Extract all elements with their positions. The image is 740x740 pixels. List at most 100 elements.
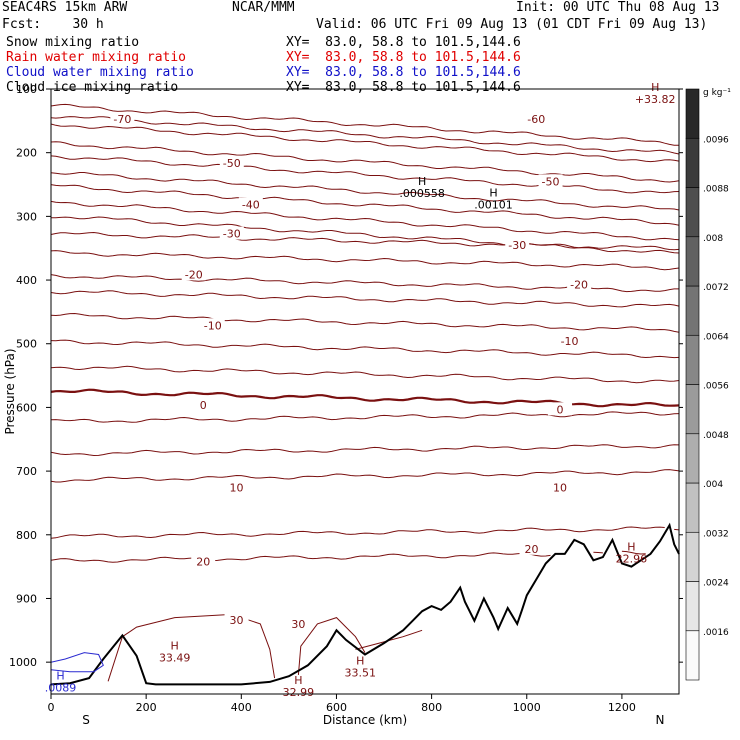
- extremum-high-marker: H: [418, 175, 426, 188]
- x-tick-label: 1200: [608, 701, 636, 714]
- colorbar-tick-label: .0072: [703, 283, 729, 293]
- isotherm-line: [355, 629, 423, 650]
- colorbar-tick-label: .0064: [703, 332, 729, 342]
- contour-label: -40: [242, 198, 260, 211]
- isotherm-line: [50, 141, 680, 183]
- colorbar-bin: [685, 137, 700, 188]
- field-rain-xy: XY= 83.0, 58.8 to 101.5,144.6: [286, 50, 521, 65]
- isotherm-line: [50, 526, 680, 539]
- contour-label-bg: [238, 197, 263, 211]
- contour-label: -50: [223, 157, 241, 170]
- colorbar-bin: [685, 187, 700, 238]
- extremum-value: .0089: [45, 681, 77, 694]
- isotherm-line: [50, 469, 680, 483]
- field-cloudwater-name: Cloud water mixing ratio: [6, 65, 194, 80]
- extremum-value: 33.51: [344, 667, 376, 680]
- contour-label-bg: [191, 397, 216, 411]
- terrain-profile: [50, 522, 680, 686]
- contour-label: -20: [570, 279, 588, 292]
- y-tick-label: 300: [16, 210, 37, 223]
- isotherm-line: [50, 312, 680, 333]
- isotherm-line: [50, 550, 646, 563]
- colorbar-bin: [685, 433, 700, 484]
- temperature-contours: [50, 103, 680, 682]
- isotherm-line: [50, 339, 680, 359]
- contour-label-bg: [519, 541, 544, 555]
- y-tick-label: 600: [16, 401, 37, 414]
- contour-label-bg: [181, 267, 206, 281]
- colorbar-bin: [685, 482, 700, 533]
- contour-label-bg: [567, 277, 592, 291]
- contour-label: 10: [230, 482, 244, 495]
- contour-labels: -70 -60 -50 -50 -40 -30 -30 -20 -20 -10 -10 0 0 10 10 2…: [45, 81, 676, 699]
- y-tick-label: 1000: [9, 656, 37, 669]
- field-cloudwater-xy: XY= 83.0, 58.8 to 101.5,144.6: [286, 65, 521, 80]
- contour-label: -60: [527, 113, 545, 126]
- contour-label: 30: [291, 618, 305, 631]
- contour-label: -30: [223, 228, 241, 241]
- isotherm-line: [107, 613, 276, 682]
- colorbar-tick-label: .004: [703, 480, 723, 490]
- colorbar-tick-label: .008: [703, 234, 723, 244]
- contour-label: 20: [525, 543, 539, 556]
- terrain-line: [50, 522, 680, 686]
- contour-label: -20: [185, 268, 203, 281]
- x-tick-label: 800: [421, 701, 442, 714]
- field-snow-name: Snow mixing ratio: [6, 35, 140, 50]
- contour-label: 20: [196, 556, 210, 569]
- org-label: NCAR/MMM: [232, 0, 295, 15]
- contour-label: 10: [553, 482, 567, 495]
- colorbar-tick-label: .0096: [703, 135, 729, 145]
- extremum-high-marker: H: [171, 639, 179, 652]
- contour-label-bg: [219, 226, 244, 240]
- isotherm-line: [50, 388, 680, 408]
- isotherm-line: [50, 123, 680, 163]
- colorbar-tick-label: .0048: [703, 431, 729, 441]
- contour-label: -10: [561, 335, 579, 348]
- y-tick-label: 200: [16, 147, 37, 160]
- isotherm-line: [50, 200, 680, 241]
- contour-label: -50: [542, 175, 560, 188]
- extremum-high-marker: H: [294, 674, 302, 687]
- contour-label-bg: [557, 334, 582, 348]
- y-axis-label: Pressure (hPa): [3, 348, 17, 434]
- x-tick-label: 1000: [513, 701, 541, 714]
- colorbar-unit: g kg⁻¹: [703, 88, 731, 98]
- contour-label: 30: [230, 614, 244, 627]
- isotherm-line: [50, 231, 680, 251]
- colorbar-tick-label: .0088: [703, 185, 729, 195]
- extremum-value: +33.82: [635, 93, 676, 106]
- contour-label-bg: [200, 318, 225, 332]
- y-tick-label: 800: [16, 529, 37, 542]
- colorbar-bin: [685, 236, 700, 287]
- colorbar-bin: [685, 630, 700, 681]
- contour-label-bg: [219, 155, 244, 169]
- extremum-value: 33.49: [159, 651, 191, 664]
- x-tick-label: 200: [136, 701, 157, 714]
- y-tick-label: 700: [16, 465, 37, 478]
- contour-label-bg: [224, 613, 249, 627]
- colorbar-bin: [685, 581, 700, 632]
- contour-label: 0: [557, 403, 564, 416]
- cloud-water-line: [50, 652, 104, 673]
- extremum-high-marker: H: [489, 187, 497, 200]
- colorbar-bin: [685, 334, 700, 385]
- contour-label-bg: [548, 480, 573, 494]
- colorbar-tick-label: .0056: [703, 382, 729, 392]
- y-tick-label: 900: [16, 592, 37, 605]
- x-axis-label: Distance (km): [323, 713, 407, 727]
- contour-label: 0: [200, 399, 207, 412]
- colorbar-bin: [685, 285, 700, 336]
- y-tick-label: 400: [16, 274, 37, 287]
- contour-label-bg: [224, 480, 249, 494]
- cloud-water-contour: [50, 652, 104, 673]
- field-snow-xy: XY= 83.0, 58.8 to 101.5,144.6: [286, 35, 521, 50]
- colorbar-tick-label: .0032: [703, 529, 729, 539]
- contour-label: -70: [113, 113, 131, 126]
- contour-label-bg: [538, 174, 563, 188]
- contour-label-bg: [191, 554, 216, 568]
- y-tick-label: 500: [16, 338, 37, 351]
- isotherm-line: [50, 365, 680, 384]
